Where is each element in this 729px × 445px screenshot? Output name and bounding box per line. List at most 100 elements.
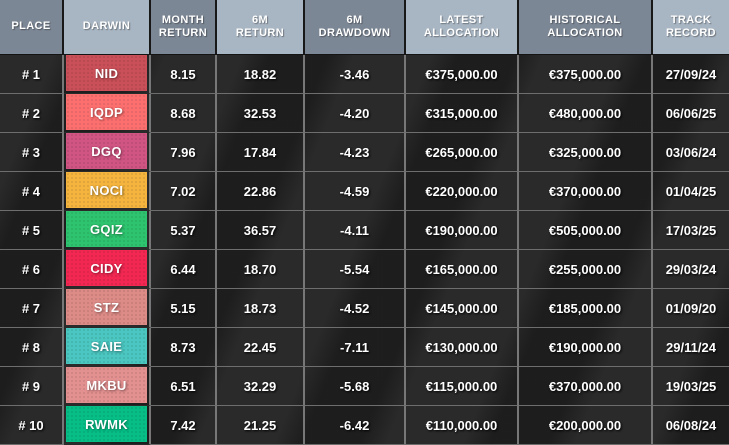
month-return-cell: 6.44 — [151, 250, 217, 289]
darwin-cell: MKBU — [64, 367, 151, 406]
place-cell: # 7 — [0, 289, 64, 328]
darwin-cell: CIDY — [64, 250, 151, 289]
darwin-badge[interactable]: NOCI — [66, 172, 147, 208]
track-record-cell: 01/04/25 — [653, 172, 729, 211]
latest-allocation-cell: €145,000.00 — [406, 289, 519, 328]
latest-allocation-cell: €315,000.00 — [406, 94, 519, 133]
darwin-badge[interactable]: NID — [66, 55, 147, 91]
six-month-return-cell: 21.25 — [217, 406, 305, 445]
historical-allocation-cell: €375,000.00 — [519, 55, 653, 94]
table-header-row: PLACE DARWIN MONTH RETURN 6M RETURN 6M D… — [0, 0, 729, 55]
latest-allocation-cell: €190,000.00 — [406, 211, 519, 250]
six-month-return-cell: 18.82 — [217, 55, 305, 94]
historical-allocation-cell: €190,000.00 — [519, 328, 653, 367]
table-body: # 1 NID 8.15 18.82 -3.46 €375,000.00 €37… — [0, 55, 729, 445]
place-cell: # 4 — [0, 172, 64, 211]
darwin-badge[interactable]: DGQ — [66, 133, 147, 169]
table-row: # 2 IQDP 8.68 32.53 -4.20 €315,000.00 €4… — [0, 94, 729, 133]
darwin-cell: DGQ — [64, 133, 151, 172]
latest-allocation-cell: €115,000.00 — [406, 367, 519, 406]
column-header-track-record: TRACK RECORD — [653, 0, 729, 54]
historical-allocation-cell: €325,000.00 — [519, 133, 653, 172]
month-return-cell: 5.37 — [151, 211, 217, 250]
month-return-cell: 7.02 — [151, 172, 217, 211]
six-month-drawdown-cell: -7.11 — [305, 328, 406, 367]
six-month-return-cell: 22.45 — [217, 328, 305, 367]
table-row: # 5 GQIZ 5.37 36.57 -4.11 €190,000.00 €5… — [0, 211, 729, 250]
track-record-cell: 06/06/25 — [653, 94, 729, 133]
month-return-cell: 7.42 — [151, 406, 217, 445]
darwin-badge[interactable]: RWMK — [66, 406, 147, 442]
table-row: # 9 MKBU 6.51 32.29 -5.68 €115,000.00 €3… — [0, 367, 729, 406]
six-month-return-cell: 18.73 — [217, 289, 305, 328]
place-cell: # 3 — [0, 133, 64, 172]
darwin-cell: SAIE — [64, 328, 151, 367]
historical-allocation-cell: €185,000.00 — [519, 289, 653, 328]
six-month-return-cell: 36.57 — [217, 211, 305, 250]
month-return-cell: 8.73 — [151, 328, 217, 367]
six-month-return-cell: 22.86 — [217, 172, 305, 211]
place-cell: # 6 — [0, 250, 64, 289]
column-header-month-return: MONTH RETURN — [151, 0, 217, 54]
darwin-badge[interactable]: STZ — [66, 289, 147, 325]
darwin-badge[interactable]: MKBU — [66, 367, 147, 403]
six-month-return-cell: 32.53 — [217, 94, 305, 133]
place-cell: # 9 — [0, 367, 64, 406]
column-header-6m-drawdown: 6M DRAWDOWN — [305, 0, 406, 54]
latest-allocation-cell: €265,000.00 — [406, 133, 519, 172]
track-record-cell: 03/06/24 — [653, 133, 729, 172]
darwin-badge[interactable]: IQDP — [66, 94, 147, 130]
table-row: # 6 CIDY 6.44 18.70 -5.54 €165,000.00 €2… — [0, 250, 729, 289]
six-month-drawdown-cell: -4.23 — [305, 133, 406, 172]
historical-allocation-cell: €200,000.00 — [519, 406, 653, 445]
column-header-darwin: DARWIN — [64, 0, 151, 54]
historical-allocation-cell: €505,000.00 — [519, 211, 653, 250]
table-row: # 7 STZ 5.15 18.73 -4.52 €145,000.00 €18… — [0, 289, 729, 328]
latest-allocation-cell: €110,000.00 — [406, 406, 519, 445]
latest-allocation-cell: €375,000.00 — [406, 55, 519, 94]
six-month-drawdown-cell: -3.46 — [305, 55, 406, 94]
place-cell: # 2 — [0, 94, 64, 133]
darwin-badge[interactable]: GQIZ — [66, 211, 147, 247]
six-month-drawdown-cell: -6.42 — [305, 406, 406, 445]
six-month-drawdown-cell: -4.59 — [305, 172, 406, 211]
place-cell: # 5 — [0, 211, 64, 250]
table-row: # 4 NOCI 7.02 22.86 -4.59 €220,000.00 €3… — [0, 172, 729, 211]
latest-allocation-cell: €165,000.00 — [406, 250, 519, 289]
six-month-drawdown-cell: -4.52 — [305, 289, 406, 328]
six-month-drawdown-cell: -5.54 — [305, 250, 406, 289]
darwin-cell: IQDP — [64, 94, 151, 133]
darwin-badge[interactable]: SAIE — [66, 328, 147, 364]
historical-allocation-cell: €480,000.00 — [519, 94, 653, 133]
six-month-return-cell: 18.70 — [217, 250, 305, 289]
darwin-cell: NOCI — [64, 172, 151, 211]
darwin-cell: NID — [64, 55, 151, 94]
table-row: # 8 SAIE 8.73 22.45 -7.11 €130,000.00 €1… — [0, 328, 729, 367]
six-month-return-cell: 17.84 — [217, 133, 305, 172]
place-cell: # 1 — [0, 55, 64, 94]
track-record-cell: 17/03/25 — [653, 211, 729, 250]
column-header-6m-return: 6M RETURN — [217, 0, 305, 54]
historical-allocation-cell: €255,000.00 — [519, 250, 653, 289]
table-row: # 1 NID 8.15 18.82 -3.46 €375,000.00 €37… — [0, 55, 729, 94]
darwin-cell: RWMK — [64, 406, 151, 445]
six-month-drawdown-cell: -4.11 — [305, 211, 406, 250]
track-record-cell: 29/11/24 — [653, 328, 729, 367]
track-record-cell: 27/09/24 — [653, 55, 729, 94]
month-return-cell: 6.51 — [151, 367, 217, 406]
latest-allocation-cell: €220,000.00 — [406, 172, 519, 211]
column-header-latest-allocation: LATEST ALLOCATION — [406, 0, 519, 54]
track-record-cell: 06/08/24 — [653, 406, 729, 445]
table-row: # 3 DGQ 7.96 17.84 -4.23 €265,000.00 €32… — [0, 133, 729, 172]
month-return-cell: 8.68 — [151, 94, 217, 133]
track-record-cell: 19/03/25 — [653, 367, 729, 406]
place-cell: # 8 — [0, 328, 64, 367]
month-return-cell: 7.96 — [151, 133, 217, 172]
historical-allocation-cell: €370,000.00 — [519, 367, 653, 406]
track-record-cell: 01/09/20 — [653, 289, 729, 328]
month-return-cell: 8.15 — [151, 55, 217, 94]
latest-allocation-cell: €130,000.00 — [406, 328, 519, 367]
darwin-badge[interactable]: CIDY — [66, 250, 147, 286]
historical-allocation-cell: €370,000.00 — [519, 172, 653, 211]
